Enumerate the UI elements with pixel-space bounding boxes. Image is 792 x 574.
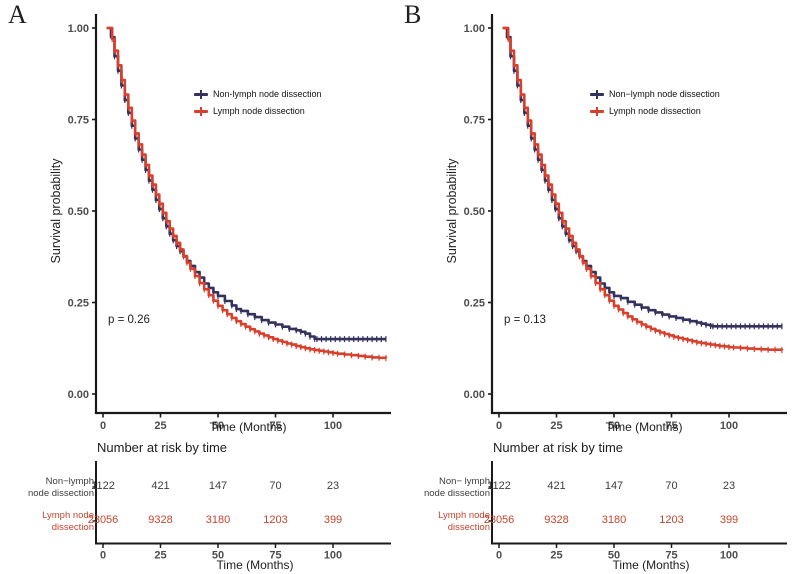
risk-count: 1122 xyxy=(91,480,115,492)
x-tick-label: 50 xyxy=(212,420,224,432)
y-tick-label: 1.00 xyxy=(68,23,89,35)
x-tick-label: 0 xyxy=(496,420,502,432)
risk-x-tick-label: 100 xyxy=(324,550,342,562)
km-plot-svg-b: 0.00 0.25 0.50 0.75 1.00 0 25 50 75 100 0 25 50 75 100 xyxy=(464,14,787,562)
x-axis-title: Time (Months) xyxy=(209,420,287,434)
x-tick-label: 0 xyxy=(100,420,106,432)
panel-b: 0.00 0.25 0.50 0.75 1.00 0 25 50 75 100 0 25 50 75 100… xyxy=(396,0,792,574)
survival-curve xyxy=(106,26,388,360)
risk-x-tick-label: 25 xyxy=(154,550,166,562)
x-tick-label: 75 xyxy=(269,420,281,432)
panel-label-b: B xyxy=(404,0,422,29)
y-tick-label: 0.25 xyxy=(464,297,485,309)
x-tick-label: 25 xyxy=(550,420,562,432)
y-axis-title: Survival probability xyxy=(49,158,63,264)
y-tick-label: 0.25 xyxy=(68,297,89,309)
risk-count: 147 xyxy=(208,480,228,492)
legend-label: Lymph node dissection xyxy=(609,106,701,116)
risk-table-title: Number at risk by time xyxy=(493,440,624,455)
legend-marker-icon xyxy=(590,106,604,116)
risk-count: 421 xyxy=(547,480,566,492)
risk-count: 9328 xyxy=(544,514,569,526)
risk-x-tick-label: 100 xyxy=(720,550,738,562)
x-tick-label: 100 xyxy=(324,420,342,432)
risk-count: 399 xyxy=(323,514,343,526)
risk-x-axis-title: Time (Months) xyxy=(612,558,690,572)
x-tick-label: 75 xyxy=(665,420,677,432)
y-tick-label: 0.75 xyxy=(68,114,89,126)
legend-label: Non−lymph node dissection xyxy=(609,89,720,99)
risk-count: 399 xyxy=(719,514,739,526)
legend: Non−lymph node dissection Lymph node dis… xyxy=(590,89,720,123)
p-value: p = 0.13 xyxy=(504,314,546,326)
risk-count: 1122 xyxy=(487,480,511,492)
risk-row-label-lymph: Lymph node dissection xyxy=(438,510,490,533)
risk-count: 421 xyxy=(151,480,170,492)
legend-marker-icon xyxy=(194,106,208,116)
y-tick-label: 0.00 xyxy=(68,389,89,401)
risk-table-title: Number at risk by time xyxy=(97,440,228,455)
legend-label: Lymph node dissection xyxy=(213,106,305,116)
survival-curve xyxy=(107,26,386,341)
legend-label: Non-lymph node dissection xyxy=(213,89,322,99)
risk-x-tick-label: 0 xyxy=(496,550,502,562)
legend-marker-icon xyxy=(590,89,604,99)
p-value: p = 0.26 xyxy=(108,314,150,326)
risk-x-tick-label: 50 xyxy=(212,550,224,562)
legend-item-non-lymph: Non−lymph node dissection xyxy=(590,89,720,99)
legend-item-lymph: Lymph node dissection xyxy=(590,106,720,116)
risk-count: 9328 xyxy=(148,514,173,526)
risk-x-axis-title: Time (Months) xyxy=(216,558,294,572)
risk-x-tick-label: 0 xyxy=(100,550,106,562)
risk-count: 147 xyxy=(604,480,624,492)
x-axis-title: Time (Months) xyxy=(605,420,683,434)
risk-row-label-non-lymph: Non−lymph node dissection xyxy=(27,476,94,499)
y-tick-label: 0.50 xyxy=(464,206,485,218)
x-tick-label: 100 xyxy=(720,420,738,432)
panel-label-a: A xyxy=(8,0,27,29)
legend-marker-icon xyxy=(194,89,208,99)
risk-count: 1203 xyxy=(263,514,288,526)
y-tick-label: 0.50 xyxy=(68,206,89,218)
risk-row-label-non-lymph: Non− lymph node dissection xyxy=(423,476,490,499)
risk-x-tick-label: 50 xyxy=(608,550,620,562)
legend-item-lymph: Lymph node dissection xyxy=(194,106,322,116)
x-tick-label: 25 xyxy=(154,420,166,432)
panel-a: 0.00 0.25 0.50 0.75 1.00 0 25 50 75 100 0 25 50 75 100… xyxy=(8,0,391,572)
y-axis-title: Survival probability xyxy=(445,158,459,264)
risk-count: 23056 xyxy=(483,514,515,526)
risk-x-tick-label: 75 xyxy=(269,550,281,562)
y-tick-label: 1.00 xyxy=(464,23,485,35)
risk-count: 70 xyxy=(665,480,678,492)
risk-x-tick-label: 25 xyxy=(550,550,562,562)
risk-count: 3180 xyxy=(205,514,231,526)
risk-x-tick-label: 75 xyxy=(665,550,677,562)
y-tick-label: 0.00 xyxy=(464,389,485,401)
risk-count: 3180 xyxy=(601,514,627,526)
legend: Non-lymph node dissection Lymph node dis… xyxy=(194,89,322,123)
legend-item-non-lymph: Non-lymph node dissection xyxy=(194,89,322,99)
risk-row-label-lymph: Lymph node dissection xyxy=(42,510,94,533)
x-tick-label: 50 xyxy=(608,420,620,432)
risk-count: 1203 xyxy=(659,514,684,526)
survival-curve xyxy=(502,26,784,351)
risk-count: 23 xyxy=(722,480,736,492)
risk-count: 23 xyxy=(326,480,340,492)
y-tick-label: 0.75 xyxy=(464,114,485,126)
km-plot-svg-a: 0.00 0.25 0.50 0.75 1.00 0 25 50 75 100 0 25 50 75 100 xyxy=(68,14,391,562)
risk-count: 70 xyxy=(269,480,282,492)
risk-count: 23056 xyxy=(87,514,119,526)
